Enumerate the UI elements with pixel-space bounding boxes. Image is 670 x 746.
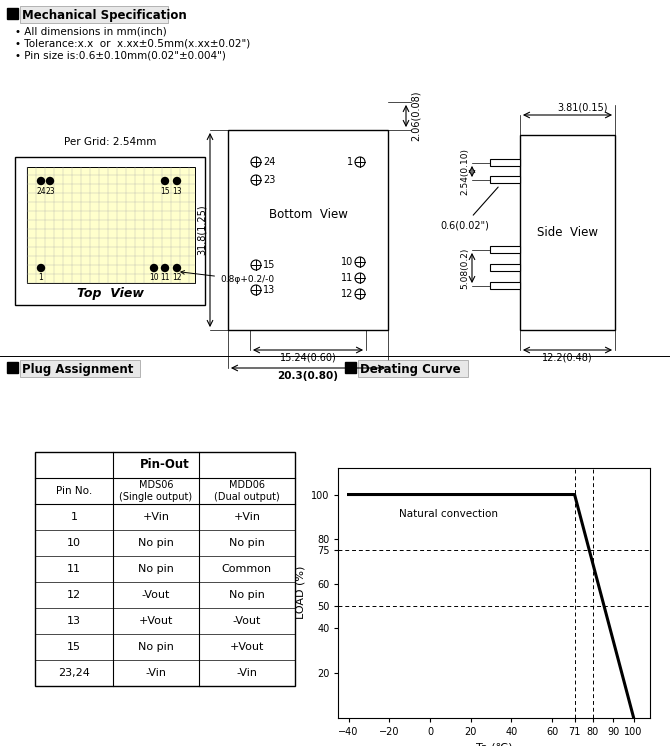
- Text: Natural convection: Natural convection: [399, 509, 498, 518]
- Text: 15: 15: [263, 260, 275, 270]
- Text: 10: 10: [149, 274, 159, 283]
- Text: 1: 1: [39, 274, 44, 283]
- Text: No pin: No pin: [138, 538, 174, 548]
- Text: 12: 12: [340, 289, 353, 299]
- Circle shape: [38, 265, 44, 272]
- Text: MDD06
(Dual output): MDD06 (Dual output): [214, 480, 280, 502]
- Text: -Vout: -Vout: [142, 590, 170, 600]
- Circle shape: [161, 265, 168, 272]
- Text: +Vout: +Vout: [139, 616, 173, 626]
- Text: 0.6(0.02"): 0.6(0.02"): [440, 187, 498, 230]
- Circle shape: [151, 265, 157, 272]
- Text: 11: 11: [160, 274, 170, 283]
- Bar: [20, 6, 168, 23]
- Text: +Vin: +Vin: [233, 512, 261, 522]
- Text: Plug Assignment: Plug Assignment: [22, 363, 133, 375]
- Bar: [490, 264, 520, 271]
- Text: 13: 13: [67, 616, 81, 626]
- Circle shape: [161, 178, 168, 184]
- Text: MDS06
(Single output): MDS06 (Single output): [119, 480, 192, 502]
- Text: 24: 24: [263, 157, 275, 167]
- Text: • Tolerance:x.x  or  x.xx±0.5mm(x.xx±0.02"): • Tolerance:x.x or x.xx±0.5mm(x.xx±0.02"…: [15, 39, 251, 49]
- Text: -Vout: -Vout: [232, 616, 261, 626]
- Text: 31.8(1.25): 31.8(1.25): [197, 204, 207, 255]
- Text: 5.08(0.2): 5.08(0.2): [460, 248, 469, 289]
- Bar: [490, 246, 520, 253]
- Text: 15: 15: [160, 186, 170, 195]
- Bar: [20, 360, 140, 377]
- Text: Side  View: Side View: [537, 226, 598, 239]
- Bar: [490, 176, 520, 183]
- Text: 11: 11: [67, 564, 81, 574]
- Text: Mechanical Specification: Mechanical Specification: [22, 8, 187, 22]
- Text: 1: 1: [70, 512, 78, 522]
- Text: -Vin: -Vin: [145, 668, 166, 678]
- Text: 15.24(0.60): 15.24(0.60): [279, 353, 336, 363]
- Text: 11: 11: [341, 273, 353, 283]
- Text: 15: 15: [67, 642, 81, 652]
- Text: 23,24: 23,24: [58, 668, 90, 678]
- Bar: [15, 157, 205, 305]
- Text: +Vin: +Vin: [143, 512, 170, 522]
- Text: 12: 12: [172, 274, 182, 283]
- Circle shape: [174, 178, 180, 184]
- Circle shape: [46, 178, 54, 184]
- Y-axis label: LOAD (%): LOAD (%): [295, 566, 306, 619]
- Text: No pin: No pin: [138, 564, 174, 574]
- Text: 10: 10: [341, 257, 353, 267]
- Circle shape: [38, 178, 44, 184]
- Text: 12: 12: [67, 590, 81, 600]
- Bar: [27, 167, 195, 283]
- Text: 23: 23: [263, 175, 275, 185]
- Text: 10: 10: [67, 538, 81, 548]
- Text: 2.54(0.10): 2.54(0.10): [460, 148, 469, 195]
- Text: 24: 24: [36, 186, 46, 195]
- Text: Per Grid: 2.54mm: Per Grid: 2.54mm: [64, 137, 156, 147]
- Text: Pin No.: Pin No.: [56, 486, 92, 496]
- X-axis label: Ta (℃): Ta (℃): [476, 742, 513, 746]
- Text: Common: Common: [222, 564, 272, 574]
- Text: • All dimensions in mm(inch): • All dimensions in mm(inch): [15, 27, 167, 37]
- Bar: [345, 362, 356, 373]
- Text: 2.06(0.08): 2.06(0.08): [411, 91, 421, 141]
- Text: Bottom  View: Bottom View: [269, 208, 348, 222]
- Bar: [490, 159, 520, 166]
- Bar: [490, 282, 520, 289]
- Text: 1: 1: [347, 157, 353, 167]
- Bar: [520, 135, 615, 330]
- Bar: [35, 452, 295, 686]
- Text: 13: 13: [263, 285, 275, 295]
- Bar: [358, 360, 468, 377]
- Text: 23: 23: [45, 186, 55, 195]
- Circle shape: [174, 265, 180, 272]
- Bar: [7, 362, 18, 373]
- Text: 3.81(0.15): 3.81(0.15): [557, 102, 608, 112]
- Bar: [228, 130, 388, 330]
- Bar: [7, 8, 18, 19]
- Text: 12.2(0.48): 12.2(0.48): [542, 353, 593, 363]
- Text: Pin-Out: Pin-Out: [140, 459, 190, 471]
- Text: • Pin size is:0.6±0.10mm(0.02"±0.004"): • Pin size is:0.6±0.10mm(0.02"±0.004"): [15, 51, 226, 61]
- Text: +Vout: +Vout: [230, 642, 264, 652]
- Text: No pin: No pin: [138, 642, 174, 652]
- Text: No pin: No pin: [229, 590, 265, 600]
- Text: 20.3(0.80): 20.3(0.80): [277, 371, 338, 381]
- Text: Top  View: Top View: [76, 287, 143, 301]
- Text: -Vin: -Vin: [237, 668, 257, 678]
- Text: Derating Curve: Derating Curve: [360, 363, 461, 375]
- Text: 13: 13: [172, 186, 182, 195]
- Text: No pin: No pin: [229, 538, 265, 548]
- Text: 0.8φ+0.2/-0: 0.8φ+0.2/-0: [181, 271, 274, 284]
